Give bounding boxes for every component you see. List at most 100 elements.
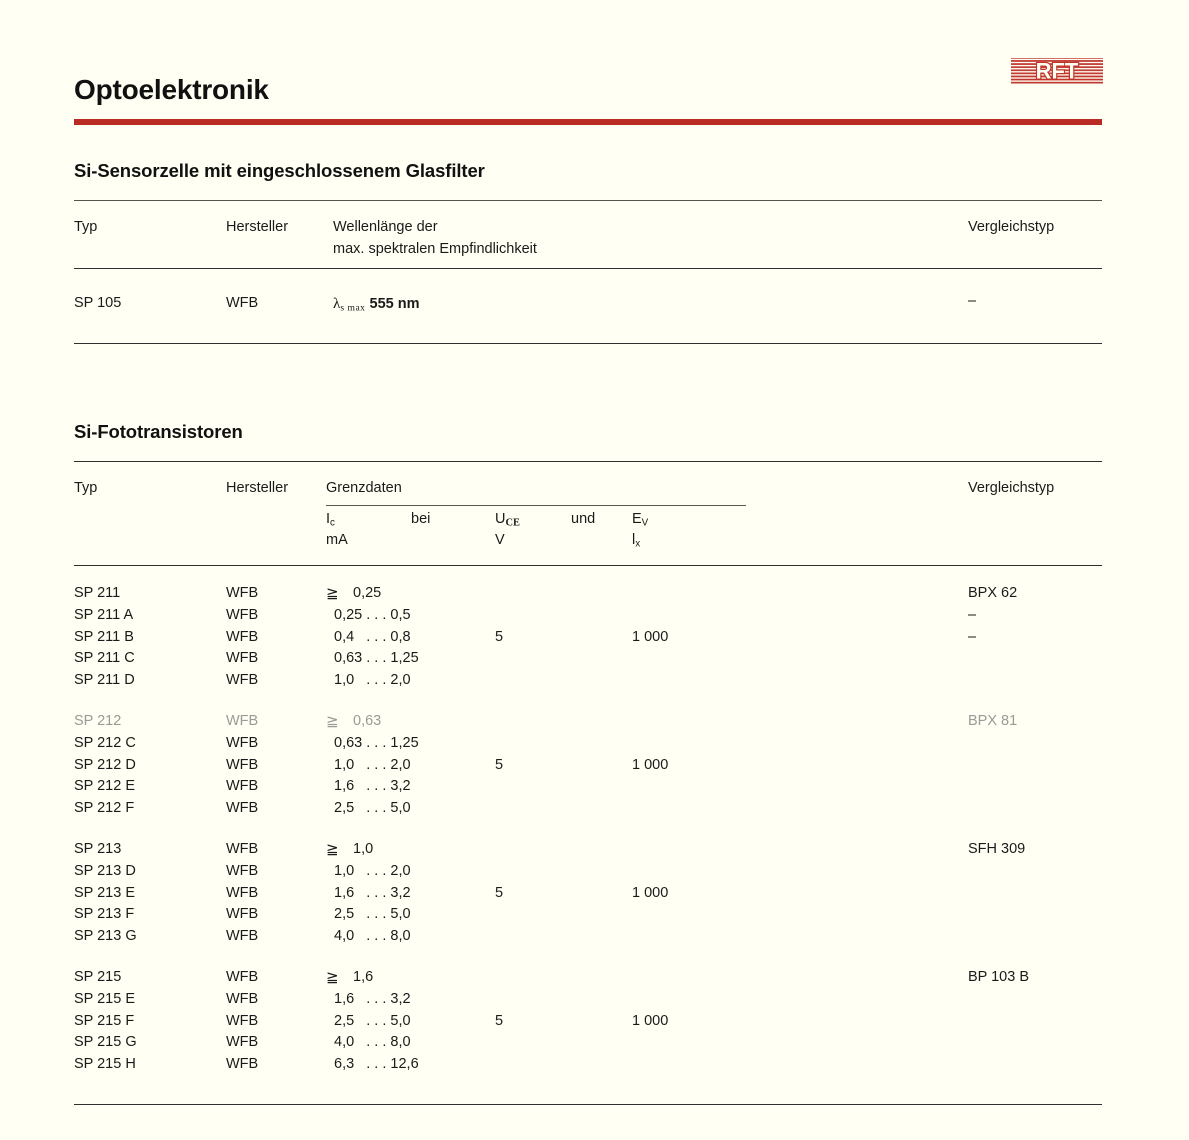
table2-row-typ: SP 211 C [74,650,135,667]
table2-row-typ: SP 212 F [74,800,135,817]
table2-row-typ: SP 215 G [74,1034,137,1051]
table2-row-typ: SP 211 A [74,606,134,623]
table2-row-ic-value: 1,6 . . . 3,2 [334,990,411,1007]
table2-row-typ: SP 212 C [74,734,136,751]
table2-header-ic: Ic [326,511,335,531]
table2-row-typ: SP 212 E [74,778,136,795]
table2-row-ic-value: 4,0 . . . 8,0 [334,1034,411,1051]
table2-row-ic-value: 1,0 [353,841,374,857]
table2-row-hersteller: WFB [226,756,259,773]
table2-header-uce: UCE [495,511,520,531]
table2-header-uce-unit: V [495,532,505,548]
ic-symbol: I [326,511,331,527]
lambda-subscript: s max [340,302,366,314]
table1-top-rule [74,200,1102,201]
ev-symbol: E [632,511,642,527]
table2-row-typ: SP 213 D [74,862,136,879]
table2-row-hersteller: WFB [226,606,259,623]
ev-unit-subscript: x [635,538,641,550]
table1-header-hersteller: Hersteller [226,219,289,235]
table2-row-hersteller: WFB [226,628,259,645]
table2-row-ic-value: 0,4 . . . 0,8 [334,628,411,645]
table2-row-hersteller: WFB [226,778,259,795]
table1-row-hersteller: WFB [226,295,259,311]
section-heading-fototransistoren: Si-Fototransistoren [74,421,243,442]
table2-top-rule [74,461,1102,462]
table2-row-typ: SP 211 [74,585,121,601]
table2-row-ev-value: 1 000 [632,884,669,901]
table2-row-ic-value: 4,0 . . . 8,0 [334,928,411,945]
table1-row-vergleichstyp: – [968,293,977,309]
lambda-value: 555 nm [369,296,420,312]
table2-row-ic-value: 2,5 . . . 5,0 [334,800,411,817]
table2-header-ev: EV [632,511,648,531]
table2-row-uce-value: 5 [495,628,504,645]
table2-row-hersteller: WFB [226,928,259,945]
uce-subscript: CE [505,517,520,529]
table2-row-typ: SP 215 E [74,990,136,1007]
table2-row-ic-value: 1,0 . . . 2,0 [334,862,411,879]
table1-header-wellenlaenge-line2: max. spektralen Empfindlichkeit [333,241,537,257]
table2-row-ev-value: 1 000 [632,628,669,645]
ic-subscript: c [330,517,335,529]
table2-row-hersteller: WFB [226,800,259,817]
table2-row-ev-value: 1 000 [632,1012,669,1029]
table2-row-hersteller: WFB [226,585,259,601]
table2-row-ge-symbol: ≧ [326,841,339,858]
table2-row-hersteller: WFB [226,990,259,1007]
table2-grenzdaten-rule [326,505,746,506]
table2-row-hersteller: WFB [226,969,259,985]
table2-row-hersteller: WFB [226,1056,259,1073]
table2-row-ic-value: 0,25 [353,585,382,601]
svg-text:RFT: RFT [1036,59,1079,84]
table2-bottom-rule [74,1104,1102,1105]
table2-row-ic-value: 0,63 . . . 1,25 [334,650,419,667]
table2-row-ic-value: 1,6 . . . 3,2 [334,884,411,901]
table2-row-vergleichstyp: – [968,606,977,623]
table2-row-ic-value: 2,5 . . . 5,0 [334,1012,411,1029]
uce-symbol: U [495,511,506,527]
table2-row-ic-value: 1,6 . . . 3,2 [334,778,411,795]
ev-unit-symbol: l [632,532,636,548]
table2-row-typ: SP 213 E [74,884,136,901]
table2-row-typ: SP 215 F [74,1012,135,1029]
table2-header-und: und [571,511,596,527]
table2-row-hersteller: WFB [226,1034,259,1051]
table2-row-uce-value: 5 [495,884,504,901]
table1-bottom-rule [74,343,1102,344]
table2-row-hersteller: WFB [226,650,259,667]
table1-header-wellenlaenge-line1: Wellenlänge der [333,219,438,235]
table1-header-vergleichstyp: Vergleichstyp [968,219,1055,235]
table2-row-hersteller: WFB [226,862,259,879]
table2-row-ic-value: 1,0 . . . 2,0 [334,756,411,773]
table2-row-ic-value: 0,25 . . . 0,5 [334,606,411,623]
table2-row-typ: SP 215 H [74,1056,136,1073]
table2-row-typ: SP 212 D [74,756,136,773]
table2-row-vergleichstyp: BPX 62 [968,585,1018,601]
table2-row-ev-value: 1 000 [632,756,669,773]
table1-header-typ: Typ [74,219,98,235]
section-heading-sensorzelle: Si-Sensorzelle mit eingeschlossenem Glas… [74,160,485,181]
table2-row-hersteller: WFB [226,884,259,901]
table2-row-ge-symbol: ≧ [326,585,339,602]
table2-row-typ: SP 215 [74,969,122,985]
table2-header-grenzdaten: Grenzdaten [326,480,402,496]
title-accent-rule [74,119,1102,125]
ev-subscript: V [641,517,649,529]
table2-row-uce-value: 5 [495,1012,504,1029]
table1-row-typ: SP 105 [74,295,122,311]
table1-row-wellenlaenge: λs max 555 nm [333,295,419,316]
table2-header-hersteller: Hersteller [226,480,289,496]
table2-row-hersteller: WFB [226,713,259,729]
table2-row-typ: SP 211 B [74,628,134,645]
table2-row-ic-value: 6,3 . . . 12,6 [334,1056,419,1073]
table2-row-hersteller: WFB [226,841,259,857]
table2-row-typ: SP 213 [74,841,122,857]
table2-row-typ: SP 211 D [74,672,135,689]
table2-row-hersteller: WFB [226,734,259,751]
table2-row-hersteller: WFB [226,672,259,689]
table2-row-ic-value: 2,5 . . . 5,0 [334,906,411,923]
table2-header-bei: bei [411,511,431,527]
table2-header-bottom-rule [74,565,1102,566]
